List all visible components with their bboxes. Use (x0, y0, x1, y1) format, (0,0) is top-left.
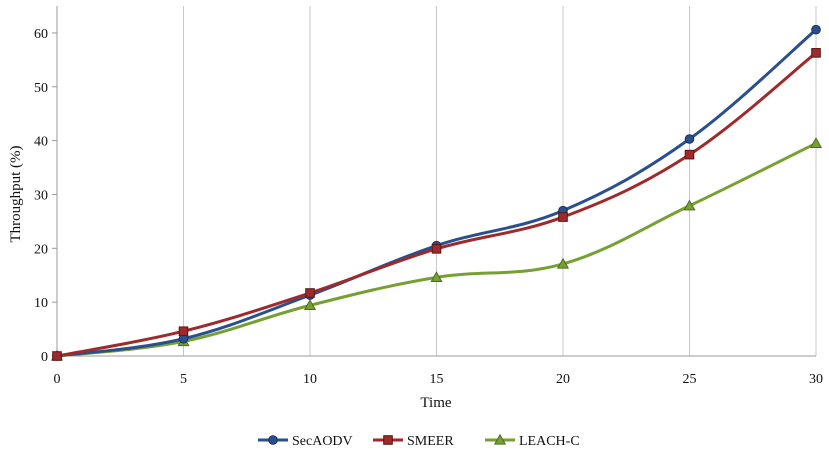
legend-entry-smeer: SMEER (373, 434, 454, 449)
y-tick-label-0: 0 (41, 350, 48, 365)
y-tick-label-40: 40 (34, 135, 48, 150)
data-point-smeer-30 (811, 48, 821, 58)
data-point-smeer-10 (305, 288, 315, 298)
data-point-leach-c-25 (683, 199, 696, 211)
legend-marker-secaodv (268, 435, 278, 445)
data-point-smeer-0 (52, 351, 62, 361)
legend-label-secaodv: SecAODV (292, 434, 353, 449)
data-point-leach-c-30 (809, 137, 823, 148)
x-tick-label-5: 5 (180, 372, 187, 387)
data-point-leach-c-10 (303, 299, 317, 311)
y-tick-label-60: 60 (34, 27, 48, 42)
data-point-smeer-25 (684, 149, 695, 160)
legend-marker-leach-c (493, 433, 507, 445)
tick-labels: 0 5 10 15 20 25 30 0 10 20 30 40 50 60 (34, 27, 823, 387)
y-axis-title: Throughput (%) (8, 145, 24, 242)
x-tick-label-0: 0 (54, 372, 61, 387)
legend-label-smeer: SMEER (407, 434, 454, 449)
legend-label-leach-c: LEACH-C (519, 434, 580, 449)
legend: SecAODV SMEER LEACH-C (258, 433, 580, 449)
x-tick-label-30: 30 (809, 372, 823, 387)
data-point-smeer-20 (558, 212, 568, 222)
x-tick-label-15: 15 (430, 372, 444, 387)
x-tick-label-25: 25 (683, 372, 697, 387)
x-tick-label-20: 20 (556, 372, 570, 387)
series-layer (50, 24, 823, 361)
series-smeer (52, 48, 821, 361)
data-point-smeer-5 (178, 326, 189, 337)
grid (56, 6, 817, 356)
legend-marker-smeer (383, 435, 393, 445)
y-tick-label-10: 10 (34, 296, 48, 311)
data-point-secaodv-30 (811, 24, 821, 35)
data-point-leach-c-20 (556, 257, 570, 269)
x-axis-title: Time (420, 395, 451, 411)
data-point-smeer-15 (431, 244, 442, 254)
axes (52, 6, 816, 357)
legend-entry-secaodv: SecAODV (258, 434, 353, 449)
y-tick-label-30: 30 (34, 188, 48, 203)
legend-entry-leach-c: LEACH-C (485, 433, 580, 449)
y-tick-label-50: 50 (34, 81, 48, 96)
data-point-leach-c-15 (430, 271, 443, 283)
x-tick-label-10: 10 (303, 372, 317, 387)
data-point-secaodv-25 (684, 134, 695, 144)
y-tick-label-20: 20 (34, 242, 48, 257)
